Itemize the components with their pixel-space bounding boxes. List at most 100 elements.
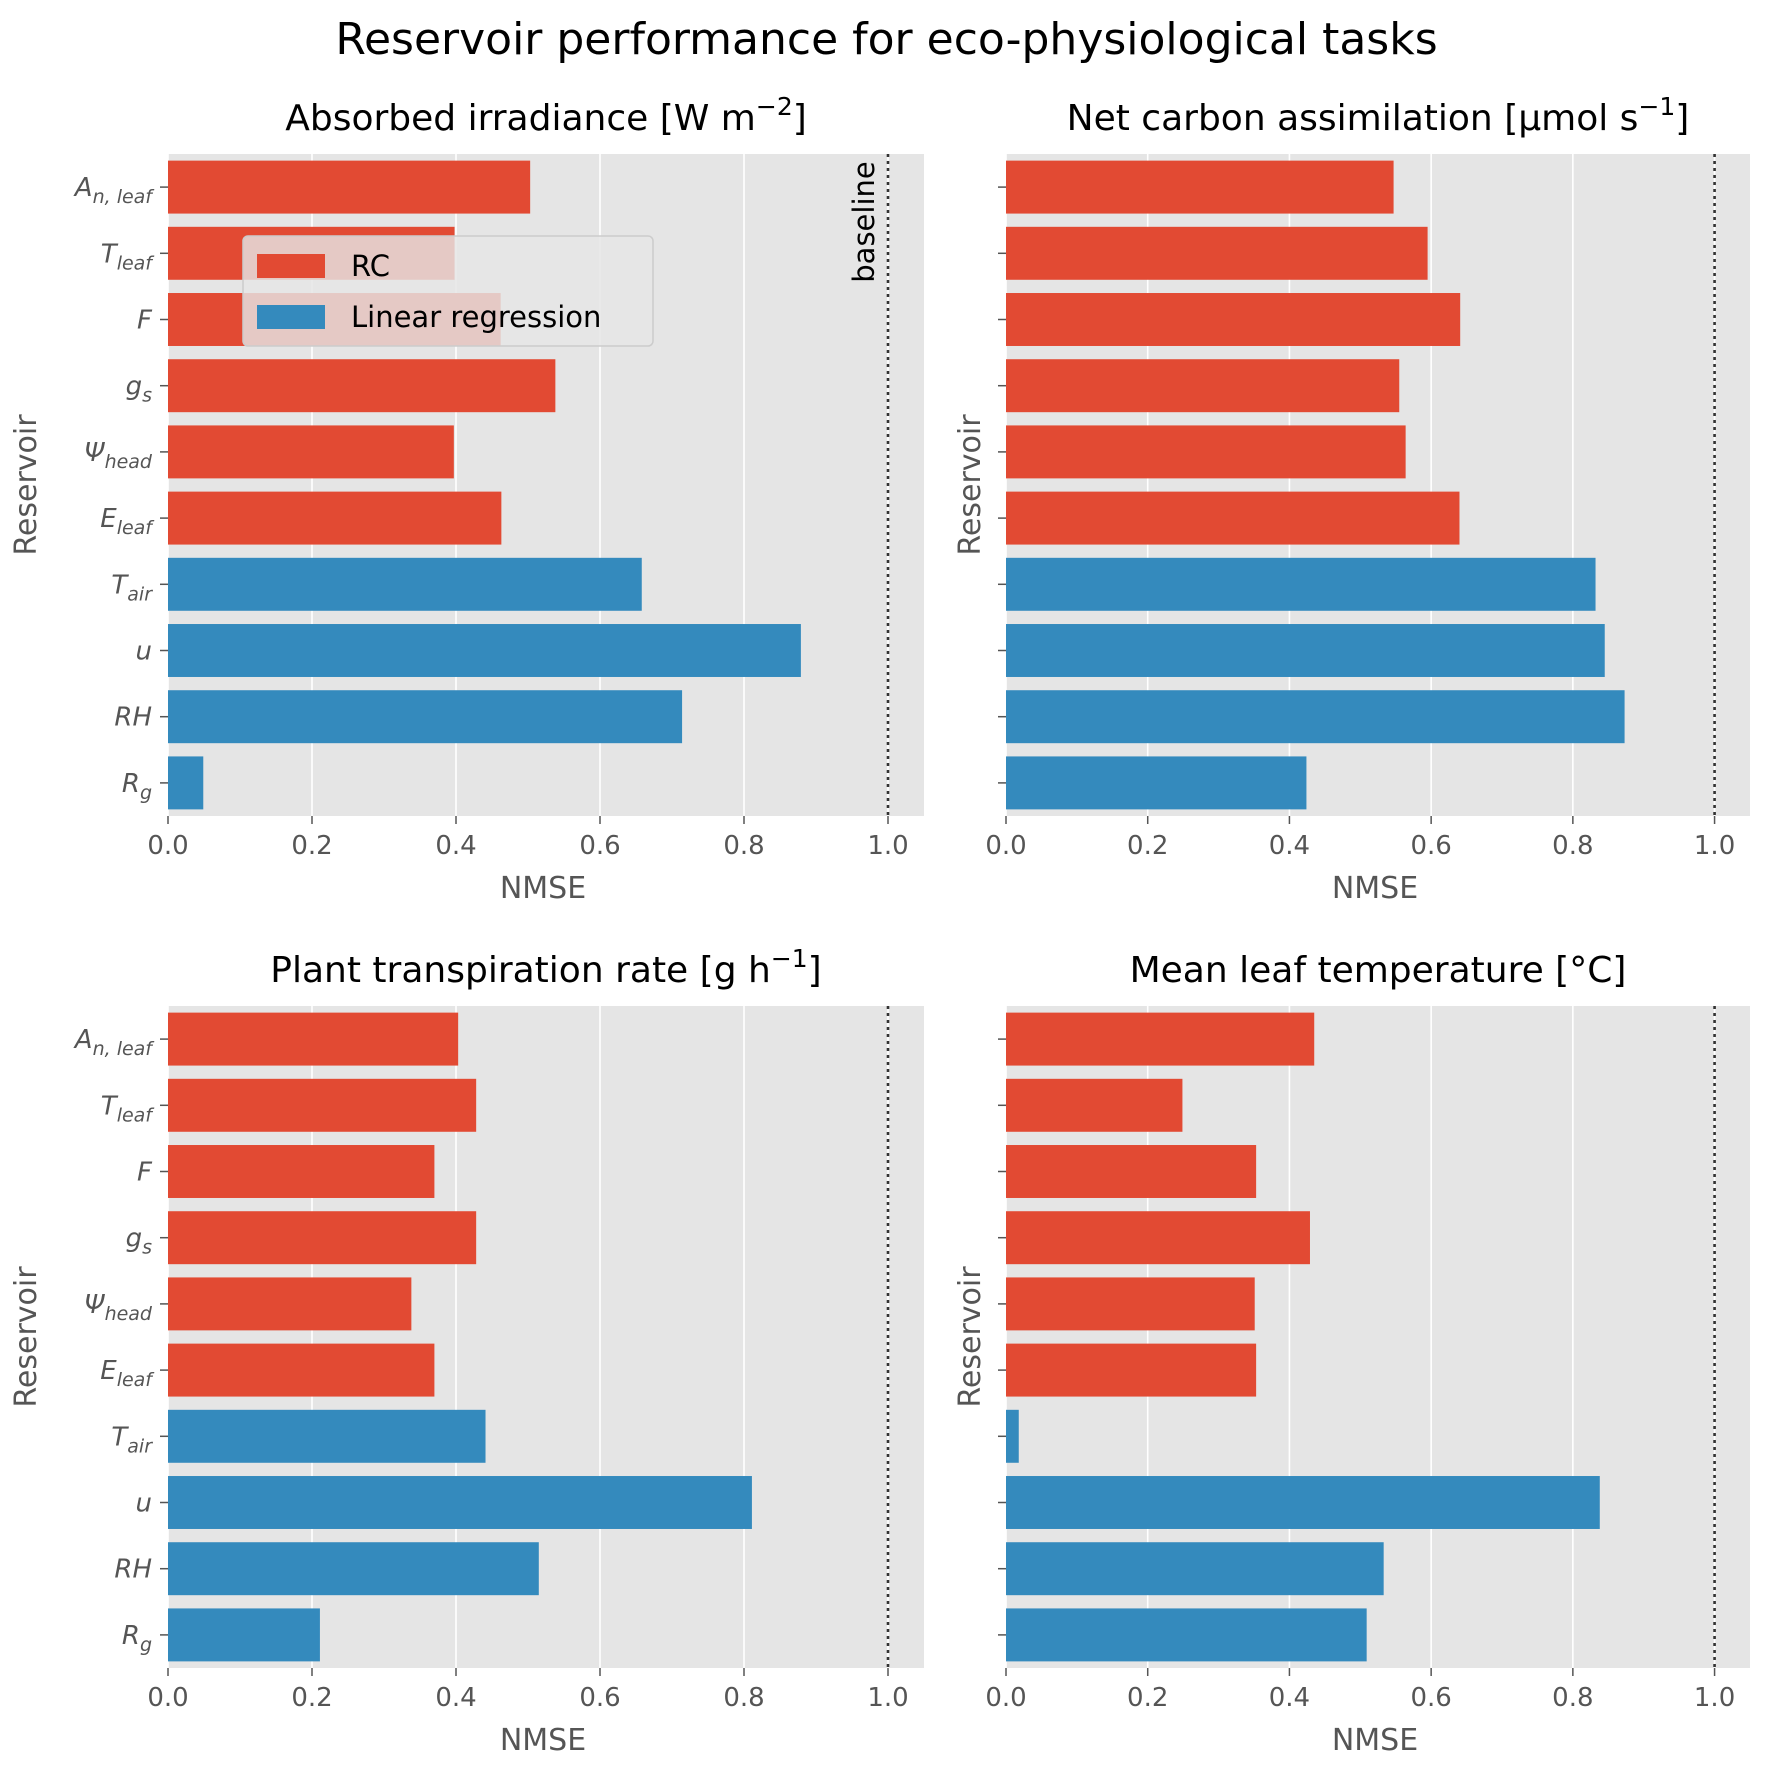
bar-linear — [168, 1409, 486, 1463]
legend: RC Linear regression — [242, 235, 654, 347]
xtick-label: 0.4 — [1269, 1683, 1310, 1713]
xtick-label: 1.0 — [1694, 1683, 1735, 1713]
ytick-label: Tleaf — [101, 1091, 156, 1126]
y-axis-label: Reservoir — [9, 1266, 44, 1408]
ytick-label: Ψhead — [84, 438, 153, 473]
xtick-label: 0.2 — [1127, 1683, 1168, 1713]
xtick-label: 0.4 — [435, 831, 476, 861]
bar-rc — [168, 1343, 435, 1397]
ytick-label: gs — [126, 1224, 153, 1259]
ytick-label: An, leaf — [73, 1025, 156, 1060]
bar-linear — [168, 756, 204, 810]
bar-linear — [1006, 557, 1596, 611]
bar-linear — [168, 1542, 539, 1596]
bar-linear — [168, 690, 683, 744]
ytick-label: gs — [126, 372, 153, 407]
bar-rc — [1006, 359, 1400, 413]
x-axis-label: NMSE — [500, 871, 586, 906]
xtick-label: 0.6 — [1410, 831, 1451, 861]
xtick-label: 0.6 — [579, 831, 620, 861]
subplot-3: An, leaf Tleaf Fgs Ψhead Eleaf Tair u RH Rg 0.0 0.… — [9, 944, 924, 1758]
bar-linear — [168, 557, 642, 611]
ytick-label: u — [136, 1489, 152, 1519]
figure-title: Reservoir performance for eco-physiologi… — [335, 14, 1438, 65]
bar-linear — [1006, 756, 1307, 810]
x-axis-label: NMSE — [500, 1723, 586, 1758]
x-axis-label: NMSE — [1332, 871, 1418, 906]
ytick-label: Rg — [122, 769, 152, 804]
y-axis-label: Reservoir — [953, 1266, 988, 1408]
ytick-label: RH — [114, 703, 152, 733]
xtick-label: 0.6 — [579, 1683, 620, 1713]
bar-rc — [1006, 491, 1460, 545]
ytick-label: Ψhead — [84, 1290, 153, 1325]
xtick-label: 0.0 — [147, 831, 188, 861]
subplot-1: baseline An, leaf Tleaf Fgs Ψhead Eleaf Tair u R… — [9, 92, 924, 906]
ytick-label: Tair — [111, 1422, 153, 1457]
bar-linear — [168, 1476, 752, 1529]
xtick-label: 0.4 — [435, 1683, 476, 1713]
bar-rc — [168, 1078, 477, 1132]
xtick-label: 0.2 — [291, 1683, 332, 1713]
ytick-label: u — [136, 637, 152, 667]
xtick-label: 0.2 — [291, 831, 332, 861]
bar-rc — [1006, 425, 1406, 479]
bar-rc — [168, 359, 556, 413]
xtick-label: 0.8 — [723, 1683, 764, 1713]
bar-linear — [1006, 1476, 1600, 1529]
ytick-label: F — [137, 306, 153, 336]
y-axis-label: Reservoir — [9, 414, 44, 556]
xtick-label: 0.4 — [1269, 831, 1310, 861]
bar-rc — [1006, 1211, 1310, 1265]
y-axis-label: Reservoir — [953, 414, 988, 556]
bar-rc — [1006, 1012, 1315, 1066]
ytick-label: Tleaf — [101, 239, 156, 274]
bar-rc — [168, 425, 454, 479]
bar-linear — [1006, 1409, 1019, 1463]
bar-linear — [1006, 690, 1625, 744]
xtick-label: 1.0 — [867, 1683, 908, 1713]
ytick-label: F — [137, 1158, 153, 1188]
subplot-title: Net carbon assimilation [μmol s−1] — [1067, 92, 1690, 139]
bar-rc — [1006, 226, 1428, 280]
legend-swatch — [257, 254, 325, 278]
ytick-label: Eleaf — [100, 1356, 155, 1391]
legend-box — [242, 235, 654, 347]
legend-label: RC — [351, 249, 390, 283]
legend-label: Linear regression — [351, 300, 601, 334]
bar-rc — [1006, 1277, 1255, 1331]
bar-rc — [1006, 160, 1394, 214]
bar-linear — [1006, 1542, 1384, 1596]
baseline-label: baseline — [847, 161, 881, 282]
bar-rc — [1006, 293, 1461, 346]
subplot-title: Absorbed irradiance [W m−2] — [285, 92, 807, 139]
xtick-label: 0.8 — [1552, 1683, 1593, 1713]
subplot-title: Mean leaf temperature [°C] — [1130, 950, 1627, 991]
xtick-label: 1.0 — [867, 831, 908, 861]
xtick-label: 0.8 — [723, 831, 764, 861]
legend-swatch — [257, 305, 325, 329]
bar-rc — [168, 1211, 477, 1265]
ytick-label: Tair — [111, 570, 153, 605]
ytick-label: An, leaf — [73, 173, 156, 208]
xtick-label: 0.2 — [1127, 831, 1168, 861]
bar-rc — [168, 160, 531, 214]
subplot-2: 0.0 0.2 0.4 0.6 0.8 1.0 NMSE Reservoir Net carbo… — [953, 92, 1750, 906]
bar-rc — [168, 1145, 435, 1198]
bar-rc — [1006, 1343, 1257, 1397]
bar-linear — [1006, 1608, 1367, 1662]
bar-rc — [168, 491, 502, 545]
bar-rc — [168, 1012, 459, 1066]
xtick-label: 0.6 — [1410, 1683, 1451, 1713]
bar-rc — [168, 1277, 412, 1331]
x-axis-label: NMSE — [1332, 1723, 1418, 1758]
xtick-label: 0.0 — [147, 1683, 188, 1713]
xtick-label: 0.0 — [985, 831, 1026, 861]
bar-linear — [168, 624, 801, 677]
ytick-label: RH — [114, 1555, 152, 1585]
subplot-4: 0.0 0.2 0.4 0.6 0.8 1.0 NMSE Reservoir Mean leaf… — [953, 950, 1750, 1758]
ytick-label: Rg — [122, 1621, 152, 1656]
xtick-label: 0.8 — [1552, 831, 1593, 861]
